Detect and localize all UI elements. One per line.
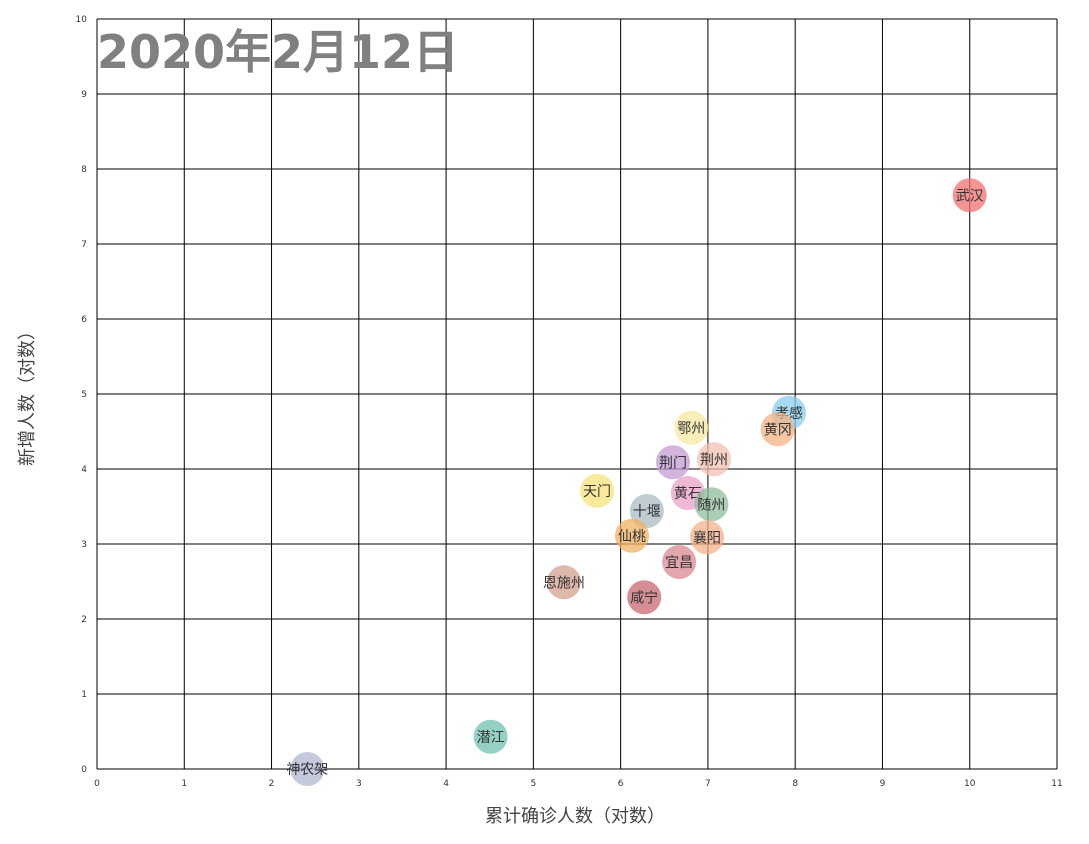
y-tick-label: 0 — [81, 765, 87, 775]
x-tick-label: 7 — [705, 779, 711, 789]
point-label: 咸宁 — [630, 589, 658, 606]
point — [662, 545, 697, 579]
point — [694, 487, 729, 522]
y-tick-label: 3 — [81, 540, 87, 550]
y-tick-label: 10 — [76, 15, 88, 25]
point — [690, 520, 725, 555]
point — [697, 442, 732, 477]
point — [546, 565, 581, 600]
point-label: 潜江 — [477, 730, 505, 746]
x-tick-label: 2 — [269, 779, 275, 789]
point — [656, 445, 690, 480]
point-label: 襄阳 — [693, 530, 721, 546]
y-tick-label: 6 — [81, 315, 87, 325]
x-axis-label: 累计确诊人数（对数） — [485, 806, 665, 827]
y-tick-label: 4 — [81, 465, 87, 475]
point-label: 荆门 — [659, 455, 687, 471]
x-tick-label: 10 — [964, 779, 976, 789]
x-tick-label: 4 — [443, 779, 449, 789]
y-tick-label: 2 — [81, 615, 87, 625]
point-label: 鄂州 — [677, 421, 705, 437]
point — [629, 494, 664, 528]
x-tick-label: 9 — [880, 779, 886, 789]
point — [290, 752, 325, 786]
point — [473, 719, 508, 754]
x-tick-label: 11 — [1051, 779, 1062, 789]
point — [580, 473, 615, 508]
y-tick-label: 7 — [81, 240, 87, 250]
point-label: 宜昌 — [665, 555, 693, 571]
point-label: 天门 — [583, 484, 611, 500]
point-label: 荆州 — [700, 452, 728, 468]
point-label: 神农架 — [286, 762, 328, 778]
x-tick-label: 6 — [618, 779, 624, 789]
point — [614, 518, 649, 553]
point — [952, 178, 987, 213]
point-label: 仙桃 — [618, 529, 646, 545]
point-label: 黄冈 — [764, 421, 792, 438]
y-tick-label: 5 — [81, 390, 87, 400]
x-tick-label: 0 — [94, 779, 100, 789]
point-label: 黄石 — [674, 485, 702, 502]
point — [627, 580, 662, 615]
point-label: 十堰 — [633, 504, 661, 520]
x-tick-label: 1 — [181, 779, 187, 789]
y-tick-label: 8 — [81, 165, 87, 175]
x-tick-label: 8 — [792, 779, 798, 789]
chart-title: 2020年2月12日 — [97, 25, 459, 79]
point-label: 武汉 — [956, 188, 984, 204]
point — [674, 410, 709, 445]
y-axis-label: 新增人数（对数） — [17, 322, 38, 466]
point-label: 恩施州 — [543, 575, 585, 591]
point — [760, 412, 795, 447]
y-tick-label: 1 — [81, 690, 87, 700]
x-tick-label: 3 — [356, 779, 362, 789]
x-tick-label: 5 — [530, 779, 536, 789]
y-tick-label: 9 — [81, 90, 87, 100]
point-label: 随州 — [697, 497, 725, 513]
